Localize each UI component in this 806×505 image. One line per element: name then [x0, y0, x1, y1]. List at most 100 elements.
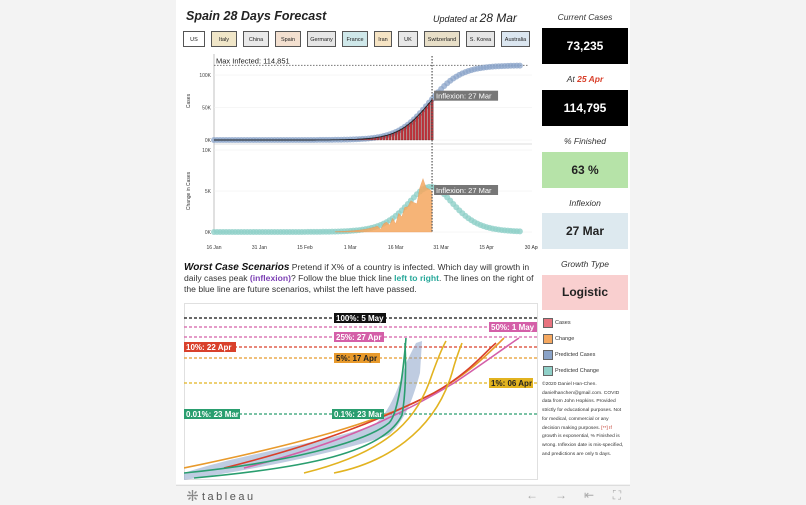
growth-type-value: Logistic	[542, 275, 628, 310]
country-button-spain[interactable]: Spain	[275, 31, 301, 47]
scenario-label-text: 1%: 06 Apr	[491, 379, 532, 388]
country-button-china[interactable]: China	[243, 31, 269, 47]
y-tick-label: 10K	[202, 148, 212, 154]
cases-bar	[398, 131, 400, 140]
scenario-label-text: 25%: 27 Apr	[336, 333, 382, 342]
at-date: 25 Apr	[577, 74, 603, 84]
scenario-label: 100%: 5 May	[334, 313, 386, 323]
fullscreen-icon: ⛶	[613, 488, 621, 502]
tableau-logo[interactable]: tableau	[186, 489, 256, 503]
country-button-us[interactable]: US	[183, 31, 205, 47]
x-tick-label: 1 Mar	[344, 245, 357, 251]
revert-icon: ⇤	[584, 488, 594, 502]
y-tick-label: 100K	[199, 73, 211, 79]
predicted-cases-value: 114,795	[542, 90, 628, 126]
finished-label: % Finished	[542, 136, 628, 146]
dashboard: Spain 28 Days Forecast Updated at 28 Mar…	[176, 0, 630, 484]
inflexion-annotation: Inflexion: 27 Mar	[434, 91, 498, 101]
worst-case-heading: Worst Case Scenarios	[184, 262, 289, 273]
tableau-toolbar: tableau ← → ⇤ ⛶	[176, 485, 630, 505]
chart-legend: Cases Change Predicted Cases Predicted Chan…	[542, 316, 630, 380]
scenario-label-text: 5%: 17 Apr	[336, 354, 377, 363]
scenario-label-text: 50%: 1 May	[491, 323, 535, 332]
country-button-switzerland[interactable]: Switzerland	[424, 31, 460, 47]
cases-bar	[389, 134, 391, 140]
cases-bar	[422, 110, 424, 140]
redo-button[interactable]: →	[553, 488, 569, 502]
cases-bar	[407, 125, 409, 140]
fullscreen-button[interactable]: ⛶	[609, 488, 625, 502]
legend-label: Change	[555, 336, 574, 342]
scenario-chart: 100%: 5 May 50%: 1 May 25%: 27 Apr 10%: 22 …	[184, 303, 538, 480]
scenario-label: 1%: 06 Apr	[489, 378, 533, 388]
inflexion-label: Inflexion: 27 Mar	[436, 186, 492, 195]
y-tick-label: 50K	[202, 106, 212, 112]
updated-stamp: Updated at 28 Mar	[433, 11, 517, 25]
tableau-mark-icon	[186, 489, 199, 502]
scenario-label: 10%: 22 Apr	[184, 342, 236, 352]
cases-bar	[410, 122, 412, 140]
current-cases-value: 73,235	[542, 28, 628, 64]
revert-button[interactable]: ⇤	[581, 488, 597, 502]
inflexion-annotation: Inflexion: 27 Mar	[434, 185, 498, 195]
scenario-label: 5%: 17 Apr	[334, 353, 380, 363]
country-button-skorea[interactable]: S. Korea	[466, 31, 495, 47]
cases-bar	[419, 114, 421, 140]
inflexion-value: 27 Mar	[542, 213, 628, 249]
growth-type-label: Growth Type	[542, 259, 628, 269]
inflexion-label: Inflexion: 27 Mar	[436, 92, 492, 101]
x-tick-label: 16 Mar	[388, 245, 404, 251]
left-margin	[0, 0, 176, 504]
scenario-label: 50%: 1 May	[489, 322, 537, 332]
predicted-change-point	[517, 228, 523, 234]
x-tick-label: 15 Apr	[479, 245, 494, 251]
y-tick-label: 0K	[205, 230, 212, 236]
finished-value: 63 %	[542, 152, 628, 188]
scenario-label-text: 10%: 22 Apr	[186, 343, 232, 352]
legend-item[interactable]: Change	[542, 332, 630, 348]
inflexion-label: Inflexion	[542, 198, 628, 208]
country-button-france[interactable]: France	[342, 31, 368, 47]
country-button-australia[interactable]: Australia	[501, 31, 530, 47]
scenario-label: 25%: 27 Apr	[334, 332, 384, 342]
scenario-label-text: 0.1%: 23 Mar	[334, 410, 382, 419]
arrow-left-icon: ←	[526, 488, 538, 502]
at-date-label: At 25 Apr	[542, 74, 628, 84]
cases-bar	[428, 103, 430, 140]
country-button-iran[interactable]: Iran	[374, 31, 392, 47]
y-axis-label: Cases	[186, 93, 192, 108]
x-tick-label: 16 Jan	[206, 245, 221, 251]
legend-swatch	[543, 366, 553, 376]
country-selector: US Italy China Spain Germany France Iran UK Swit…	[183, 31, 538, 49]
cases-bar	[401, 129, 403, 140]
legend-swatch	[543, 350, 553, 360]
scenario-label: 0.01%: 23 Mar	[184, 409, 240, 419]
undo-button[interactable]: ←	[524, 488, 540, 502]
scenario-label: 0.1%: 23 Mar	[332, 409, 384, 419]
max-infected-label: Max Infected: 114,851	[216, 56, 290, 65]
legend-swatch	[543, 334, 553, 344]
legend-item[interactable]: Cases	[542, 316, 630, 332]
legend-label: Cases	[555, 320, 571, 326]
country-button-germany[interactable]: Germany	[307, 31, 336, 47]
worst-case-description: Worst Case Scenarios Pretend if X% of a …	[184, 262, 540, 295]
legend-label: Predicted Cases	[555, 352, 595, 358]
legend-item[interactable]: Predicted Cases	[542, 348, 630, 364]
cases-bar	[413, 120, 415, 140]
y-tick-label: 0K	[205, 138, 212, 144]
current-cases-label: Current Cases	[542, 12, 628, 22]
x-tick-label: 30 Apr	[525, 245, 538, 251]
legend-label: Predicted Change	[555, 368, 599, 374]
right-margin	[630, 0, 806, 504]
country-button-italy[interactable]: Italy	[211, 31, 237, 47]
x-tick-label: 31 Jan	[252, 245, 267, 251]
scenario-label-text: 100%: 5 May	[336, 314, 384, 323]
cases-bar	[425, 107, 427, 140]
updated-date: 28 Mar	[480, 11, 517, 25]
left-to-right-word: left to right	[394, 273, 439, 283]
country-button-uk[interactable]: UK	[398, 31, 418, 47]
legend-item[interactable]: Predicted Change	[542, 364, 630, 380]
arrow-right-icon: →	[555, 488, 567, 502]
legend-swatch	[543, 318, 553, 328]
